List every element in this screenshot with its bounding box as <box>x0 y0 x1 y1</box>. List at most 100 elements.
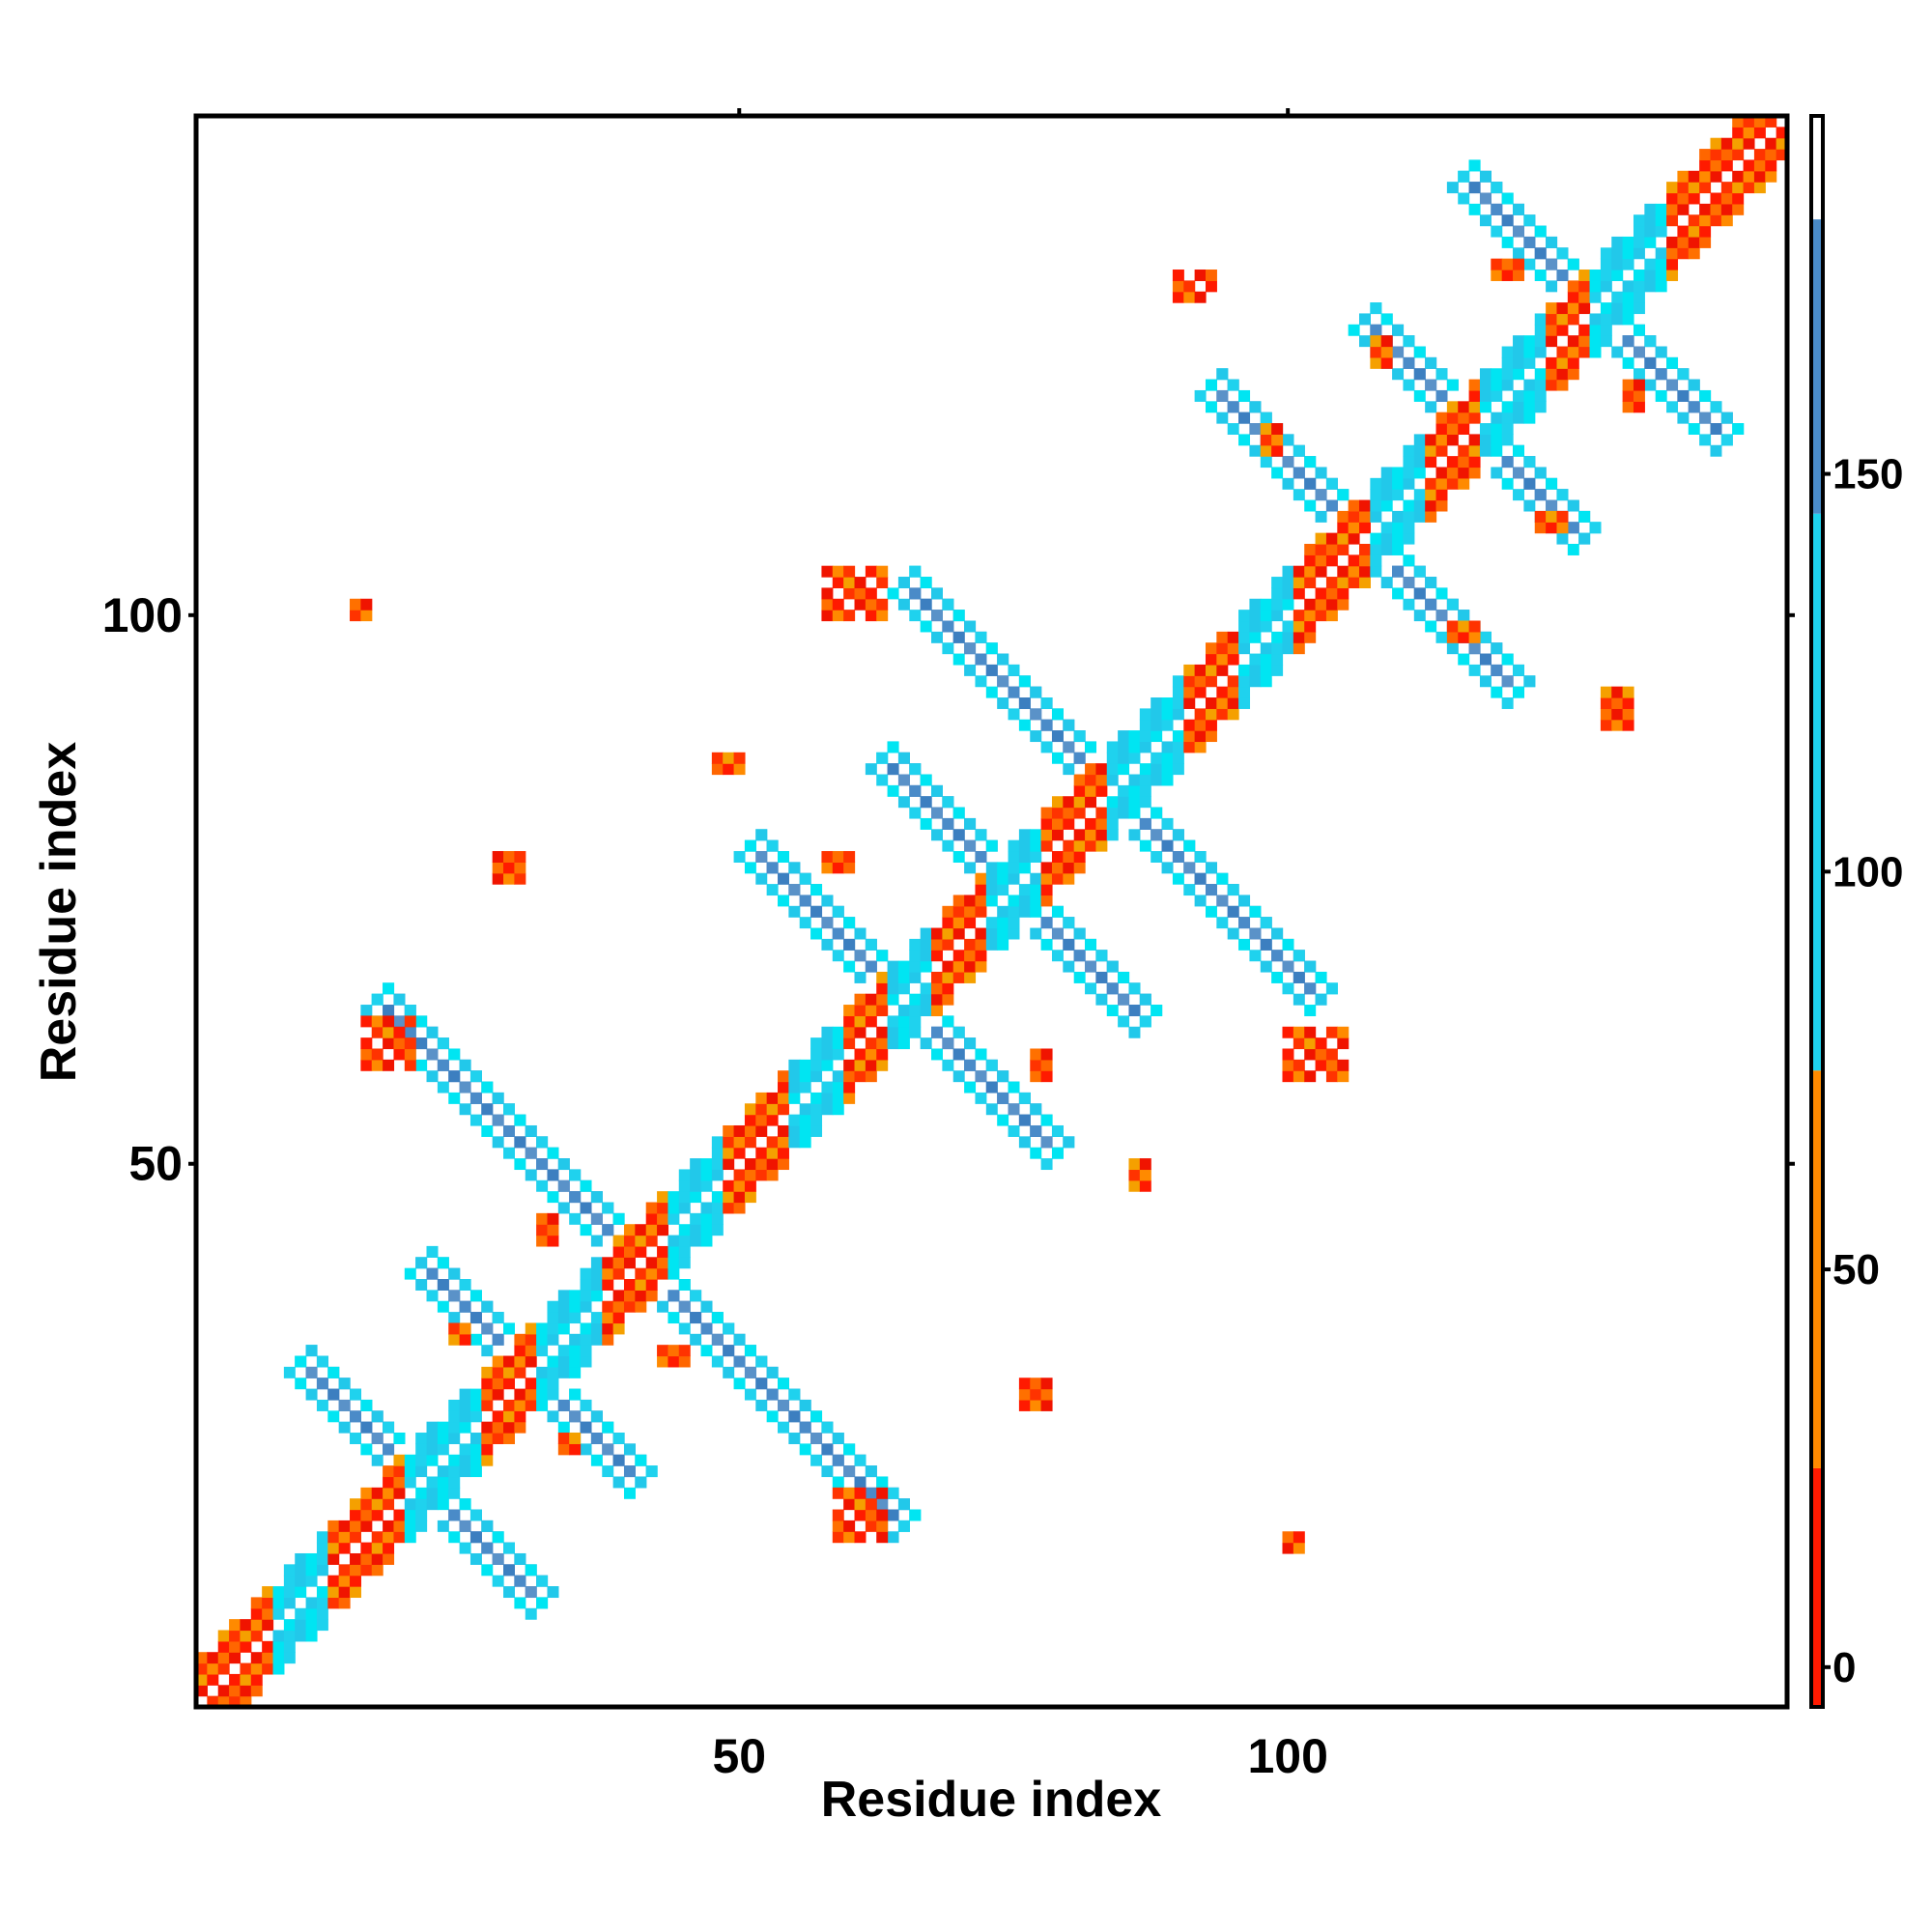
heatmap-cell <box>217 1652 230 1664</box>
heatmap-cell <box>295 1378 307 1390</box>
heatmap-cell <box>415 1498 428 1511</box>
heatmap-cell <box>503 1147 515 1159</box>
heatmap-cell <box>1085 817 1097 830</box>
heatmap-cell <box>1194 675 1207 688</box>
heatmap-cell <box>843 587 856 600</box>
heatmap-cell <box>283 1586 296 1599</box>
heatmap-cell <box>952 631 965 643</box>
heatmap-cell <box>1337 543 1350 555</box>
heatmap-cell <box>1392 510 1405 523</box>
heatmap-cell <box>1479 368 1492 381</box>
heatmap-cell <box>437 1443 449 1456</box>
heatmap-cell <box>283 1652 296 1664</box>
heatmap-cell <box>1359 565 1371 578</box>
y-tick-label: 50 <box>128 1137 183 1191</box>
heatmap-cell <box>383 1015 395 1028</box>
colorbar-band <box>1811 513 1823 1071</box>
heatmap-cell <box>503 851 515 863</box>
heatmap-cell <box>678 1245 691 1258</box>
heatmap-cell <box>383 1476 395 1489</box>
heatmap-cell <box>1513 664 1524 676</box>
heatmap-cell <box>909 610 922 622</box>
heatmap-cell <box>1106 829 1119 841</box>
heatmap-cell <box>1051 1124 1064 1137</box>
heatmap-cell <box>547 1191 559 1204</box>
heatmap-cell <box>952 1048 965 1061</box>
heatmap-cell <box>404 1454 416 1466</box>
heatmap-cell <box>1720 137 1733 150</box>
heatmap-cell <box>964 839 977 852</box>
heatmap-cell <box>590 1267 603 1280</box>
heatmap-cell <box>459 1322 471 1335</box>
heatmap-cell <box>1655 258 1667 270</box>
heatmap-cell <box>338 1586 351 1599</box>
heatmap-cell <box>1666 247 1679 260</box>
heatmap-cell <box>1699 170 1712 183</box>
heatmap-cell <box>1501 697 1514 709</box>
heatmap-cell <box>295 1564 307 1577</box>
heatmap-cell <box>1304 610 1317 622</box>
heatmap-cell <box>635 1300 647 1313</box>
heatmap-cell <box>1293 993 1305 1006</box>
heatmap-cell <box>1194 895 1207 907</box>
heatmap-cell <box>1227 905 1239 918</box>
heatmap-cell <box>1151 752 1163 764</box>
heatmap-cell <box>1633 401 1645 413</box>
heatmap-cell <box>415 1520 428 1532</box>
heatmap-cell <box>1556 302 1569 315</box>
heatmap-cell <box>678 1179 691 1192</box>
heatmap-cell <box>668 1257 680 1269</box>
heatmap-cell <box>1018 1399 1031 1411</box>
heatmap-cell <box>1128 784 1141 797</box>
heatmap-cell <box>426 1476 439 1489</box>
heatmap-cell <box>1435 389 1448 402</box>
heatmap-cell <box>1534 368 1547 381</box>
heatmap-cell <box>920 982 932 995</box>
heatmap-cell <box>810 1059 823 1071</box>
heatmap-cell <box>645 1279 658 1291</box>
heatmap-cell <box>557 1366 570 1378</box>
heatmap-cell <box>590 1410 603 1423</box>
heatmap-cell <box>985 917 998 929</box>
heatmap-cell <box>1073 784 1086 797</box>
heatmap-cell <box>1600 247 1612 260</box>
heatmap-cell <box>1008 1103 1020 1116</box>
heatmap-cell <box>1589 313 1602 326</box>
heatmap-cell <box>821 1103 834 1116</box>
heatmap-cell <box>1063 817 1075 830</box>
heatmap-cell <box>733 1191 746 1204</box>
heatmap-cell <box>272 1640 285 1653</box>
heatmap-cell <box>536 1136 549 1149</box>
heatmap-cell <box>1491 642 1503 655</box>
heatmap-cell <box>1622 335 1634 348</box>
heatmap-cell <box>645 1267 658 1280</box>
heatmap-cell <box>1523 412 1536 424</box>
heatmap-cell <box>1348 522 1360 534</box>
heatmap-cell <box>942 817 954 830</box>
heatmap-cell <box>295 1355 307 1368</box>
heatmap-cell <box>711 1147 724 1159</box>
heatmap-cell <box>799 1070 811 1083</box>
heatmap-cell <box>832 927 844 940</box>
heatmap-cell <box>1085 938 1097 951</box>
heatmap-cell <box>590 1333 603 1346</box>
heatmap-cell <box>448 1465 461 1478</box>
heatmap-cell <box>492 1333 504 1346</box>
heatmap-cell <box>1491 686 1503 698</box>
heatmap-cell <box>569 1169 582 1181</box>
heatmap-cell <box>865 1509 877 1521</box>
heatmap-cell <box>1611 686 1624 698</box>
heatmap-cell <box>1513 225 1524 238</box>
heatmap-cell <box>316 1597 328 1609</box>
heatmap-cell <box>832 1454 844 1466</box>
heatmap-cell <box>1622 379 1634 391</box>
heatmap-cell <box>1677 247 1690 260</box>
heatmap-cell <box>1008 895 1020 907</box>
heatmap-cell <box>755 1378 768 1390</box>
heatmap-cell <box>580 1224 592 1236</box>
heatmap-cell <box>1600 280 1612 293</box>
heatmap-cell <box>536 1366 549 1378</box>
heatmap-cell <box>668 1191 680 1204</box>
heatmap-cell <box>1513 686 1524 698</box>
heatmap-cell <box>1172 675 1184 688</box>
